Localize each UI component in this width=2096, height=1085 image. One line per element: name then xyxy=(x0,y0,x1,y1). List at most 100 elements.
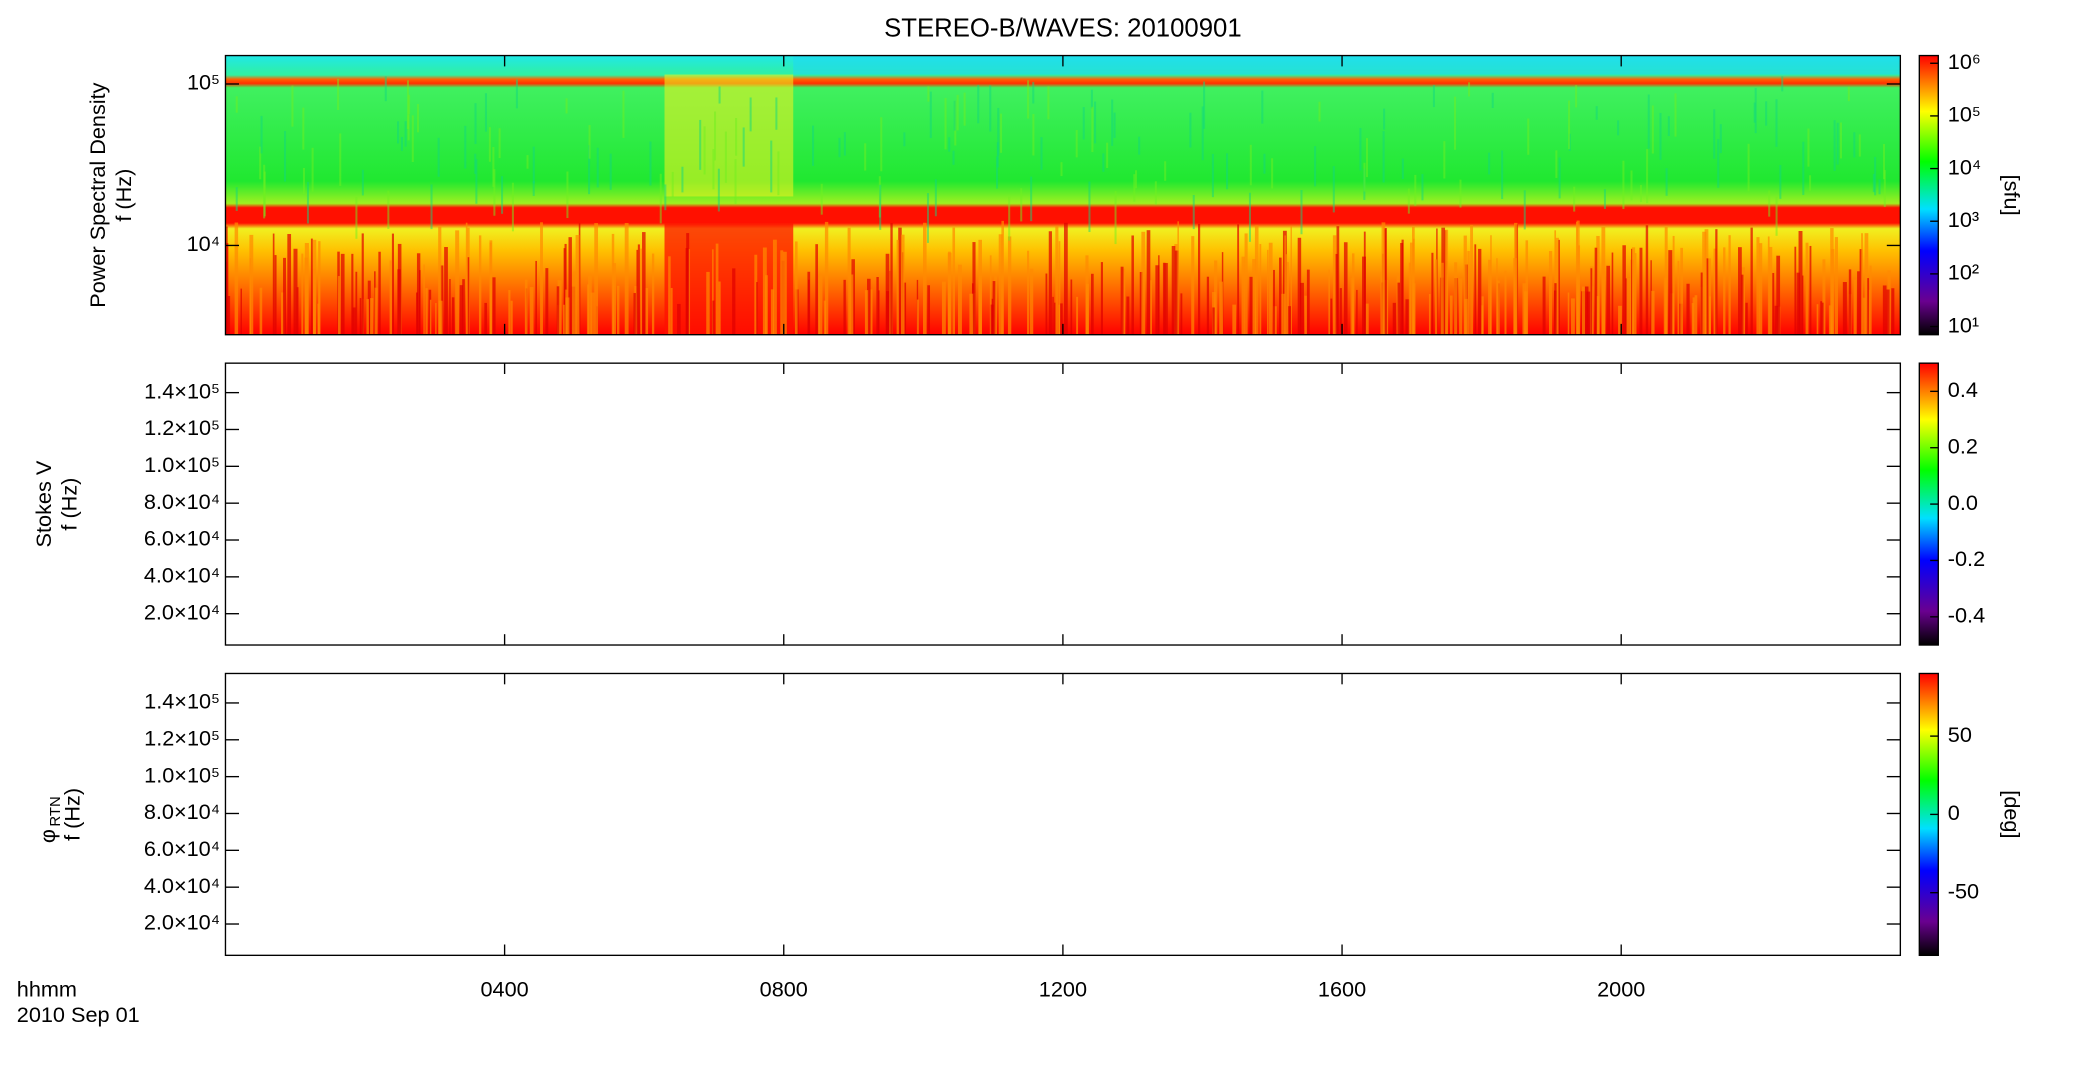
spectrogram-texture xyxy=(568,237,572,335)
spectrogram-texture xyxy=(637,244,640,335)
spectrogram-texture xyxy=(367,280,371,335)
spectrogram-texture xyxy=(416,253,421,335)
spectrogram-texture xyxy=(1076,296,1079,335)
spectrogram-texture xyxy=(783,251,787,335)
spectrogram-texture xyxy=(1094,101,1097,144)
spectrogram-texture xyxy=(1114,191,1117,245)
spectrogram-texture xyxy=(1286,262,1289,335)
x-tick-label: 1200 xyxy=(1039,976,1087,1001)
spectrogram-texture xyxy=(927,285,931,335)
spectrogram-texture xyxy=(1833,120,1836,171)
spectrogram-texture xyxy=(1859,249,1863,335)
spectrogram-texture xyxy=(1454,96,1457,150)
spectrogram-texture xyxy=(1522,283,1526,335)
spectrogram-texture xyxy=(640,248,643,335)
spectrogram-texture xyxy=(1428,293,1431,335)
spectrogram-texture xyxy=(1356,289,1358,335)
spectrogram-texture xyxy=(359,298,362,335)
spectrogram-texture xyxy=(571,274,574,335)
spectrogram-texture xyxy=(1164,262,1168,335)
spectrogram-texture xyxy=(1713,109,1716,159)
spectrogram-texture xyxy=(1343,242,1348,335)
spectrogram-texture xyxy=(429,299,432,335)
spectrogram-texture xyxy=(847,227,851,335)
spectrogram-texture xyxy=(1150,280,1153,335)
spectrogram-texture xyxy=(1029,268,1034,335)
spectrogram-texture xyxy=(1226,153,1229,190)
spectrogram-texture xyxy=(1745,302,1748,335)
y-tick-label: 6.0×10⁴ xyxy=(144,526,220,551)
spectrogram-texture xyxy=(435,303,437,335)
spectrogram-texture xyxy=(337,78,340,111)
spectrogram-texture xyxy=(529,287,534,335)
spectrogram-texture xyxy=(1300,282,1304,335)
spectrogram-texture xyxy=(1180,293,1183,335)
spectrogram-texture xyxy=(340,253,345,335)
y-tick-label: 1.2×10⁵ xyxy=(144,415,220,440)
spectrogram-texture xyxy=(1263,153,1266,174)
spectrogram-texture xyxy=(1435,259,1438,335)
spectrogram-texture xyxy=(1672,235,1675,335)
spectrogram-texture xyxy=(898,227,902,335)
spectrogram-texture xyxy=(1100,262,1103,335)
spectrogram-texture xyxy=(1090,273,1094,335)
spectrogram-texture xyxy=(311,147,314,192)
spectrogram-texture xyxy=(1775,99,1778,147)
spectrogram-texture xyxy=(1527,118,1530,155)
y-tick-label: 2.0×10⁴ xyxy=(144,599,220,624)
spectrogram-texture xyxy=(1496,258,1498,335)
spectrogram-texture xyxy=(1397,282,1401,335)
spectrogram-texture xyxy=(1155,265,1160,335)
spectrogram-texture xyxy=(717,168,720,212)
y-tick-label: 1.0×10⁵ xyxy=(144,452,220,477)
spectrogram-texture xyxy=(304,243,309,335)
spectrogram-texture xyxy=(762,247,767,335)
spectrogram-texture xyxy=(1677,260,1680,335)
spectrogram-texture xyxy=(1756,237,1760,335)
spectrogram-texture xyxy=(1449,295,1453,335)
spectrogram-texture xyxy=(794,241,798,335)
spectrogram-texture xyxy=(1680,247,1684,335)
spectrogram-texture xyxy=(1625,278,1628,335)
spectrogram-texture xyxy=(1578,245,1581,335)
spectrogram-texture xyxy=(1555,150,1558,178)
spectrogram-texture xyxy=(880,117,883,172)
spectrogram-texture xyxy=(1523,190,1526,230)
spectrogram-texture xyxy=(1603,189,1606,209)
spectrogram-texture xyxy=(1328,269,1330,335)
spectrogram-texture xyxy=(1211,153,1214,198)
spectrogram-texture xyxy=(1177,221,1179,335)
spectrogram-texture xyxy=(1581,286,1585,335)
spectrogram-texture xyxy=(1279,257,1282,335)
spectrogram-texture xyxy=(777,151,780,196)
spectrogram-texture xyxy=(474,153,477,174)
spectrogram-texture xyxy=(459,285,463,335)
spectrogram-texture xyxy=(378,251,381,335)
spectrogram-texture xyxy=(1261,90,1264,124)
spectrogram-texture xyxy=(817,277,820,335)
spectrogram-texture xyxy=(934,179,937,217)
spectrogram-texture xyxy=(351,253,354,335)
spectrogram-texture xyxy=(1459,278,1463,335)
spectrogram-texture xyxy=(1314,146,1317,187)
spectrogram-texture xyxy=(451,297,455,335)
spectrogram-texture xyxy=(1350,277,1355,335)
spectrogram-texture xyxy=(633,293,636,335)
spectrogram-texture xyxy=(972,242,976,335)
spectrogram-texture xyxy=(1407,188,1410,214)
spectrogram-texture xyxy=(1704,229,1709,335)
spectrogram-texture xyxy=(1214,260,1218,335)
spectrogram-texture xyxy=(1647,94,1650,149)
spectrogram-texture xyxy=(843,132,846,156)
colorbar-tick-label: 10⁵ xyxy=(1948,102,1981,127)
spectrogram-texture xyxy=(969,293,974,335)
spectrogram-texture xyxy=(1126,296,1130,335)
spectrogram-texture xyxy=(1189,112,1192,148)
spectrogram-texture xyxy=(1864,233,1869,335)
spectrogram-texture xyxy=(1663,277,1668,335)
spectrogram-texture xyxy=(397,121,400,144)
y-axis-label: f (Hz) xyxy=(59,788,84,841)
spectrogram-texture xyxy=(1496,280,1500,335)
spectrogram-texture xyxy=(1650,260,1652,335)
spectrogram-texture xyxy=(1719,124,1722,154)
